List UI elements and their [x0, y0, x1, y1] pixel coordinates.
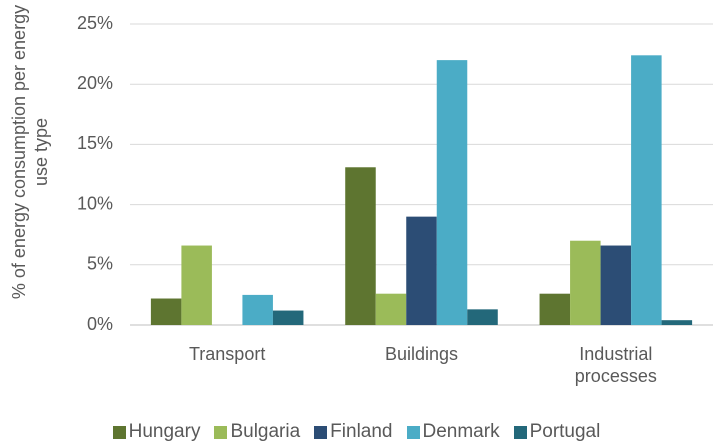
bar — [242, 294, 273, 325]
bar — [375, 293, 407, 325]
x-tick-label: Buildings — [384, 344, 459, 364]
bar — [631, 55, 662, 325]
y-tick-label: 0% — [87, 314, 113, 334]
legend-swatch — [112, 425, 126, 439]
bar — [272, 310, 304, 325]
x-tick-label: Industrial processes — [574, 344, 657, 386]
bar — [345, 167, 376, 325]
legend-item: Portugal — [513, 421, 601, 443]
x-tick-label: Transport — [188, 344, 266, 364]
bar — [570, 240, 601, 325]
bar — [600, 245, 632, 325]
y-axis-title: % of energy consumption per energy use t… — [9, 4, 51, 300]
y-tick-label: 20% — [77, 73, 113, 93]
bar — [661, 320, 693, 325]
y-tick-label: 5% — [87, 254, 113, 274]
bar — [150, 298, 182, 325]
legend-item: Bulgaria — [214, 421, 300, 443]
bar — [539, 293, 571, 325]
legend-label: Bulgaria — [230, 421, 301, 442]
legend-label: Hungary — [128, 421, 201, 442]
bar — [436, 60, 468, 326]
y-tick-label: 15% — [77, 133, 113, 153]
legend-swatch — [406, 425, 420, 439]
legend-label: Denmark — [422, 421, 500, 442]
legend-item: Hungary — [112, 421, 201, 443]
legend-swatch — [314, 425, 328, 439]
bar — [406, 216, 437, 325]
bar — [467, 309, 498, 325]
y-tick-label: 10% — [77, 193, 113, 213]
legend-label: Portugal — [529, 421, 601, 442]
bar — [181, 245, 212, 325]
y-tick-label: 25% — [77, 13, 113, 33]
legend-item: Denmark — [406, 421, 500, 443]
legend: Hungary Bulgaria Finland Denmark Portugal — [0, 421, 713, 443]
legend-item: Finland — [314, 421, 393, 443]
legend-swatch — [513, 425, 527, 439]
legend-swatch — [214, 425, 228, 439]
legend-label: Finland — [330, 421, 393, 442]
